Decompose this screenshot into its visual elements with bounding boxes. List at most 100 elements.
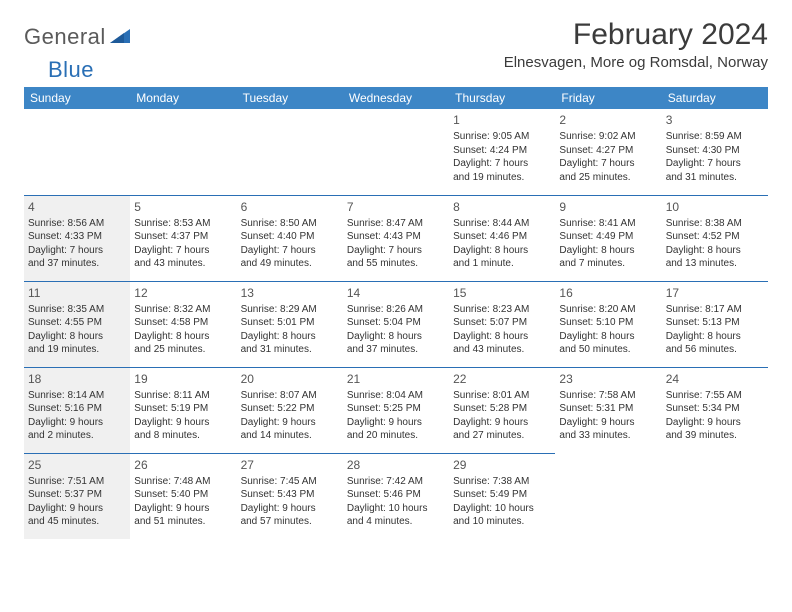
day-sunset: Sunset: 4:43 PM (347, 230, 445, 244)
calendar-day-cell: 29Sunrise: 7:38 AMSunset: 5:49 PMDayligh… (449, 453, 555, 539)
calendar-day-cell: 5Sunrise: 8:53 AMSunset: 4:37 PMDaylight… (130, 195, 236, 281)
day-number: 24 (666, 371, 764, 387)
day-daylight2: and 49 minutes. (241, 257, 339, 271)
day-number: 21 (347, 371, 445, 387)
day-sunset: Sunset: 4:46 PM (453, 230, 551, 244)
day-daylight1: Daylight: 9 hours (453, 416, 551, 430)
day-daylight1: Daylight: 9 hours (134, 416, 232, 430)
day-number: 17 (666, 285, 764, 301)
day-number: 4 (28, 199, 126, 215)
day-daylight2: and 51 minutes. (134, 515, 232, 529)
day-daylight2: and 25 minutes. (559, 171, 657, 185)
day-sunrise: Sunrise: 7:45 AM (241, 475, 339, 489)
day-sunset: Sunset: 4:30 PM (666, 144, 764, 158)
day-daylight2: and 37 minutes. (347, 343, 445, 357)
day-daylight2: and 43 minutes. (453, 343, 551, 357)
day-daylight2: and 14 minutes. (241, 429, 339, 443)
day-daylight2: and 25 minutes. (134, 343, 232, 357)
day-number: 18 (28, 371, 126, 387)
calendar-week-row: 18Sunrise: 8:14 AMSunset: 5:16 PMDayligh… (24, 367, 768, 453)
day-daylight1: Daylight: 10 hours (453, 502, 551, 516)
day-daylight1: Daylight: 9 hours (347, 416, 445, 430)
calendar-day-cell: 22Sunrise: 8:01 AMSunset: 5:28 PMDayligh… (449, 367, 555, 453)
day-sunset: Sunset: 4:24 PM (453, 144, 551, 158)
day-sunrise: Sunrise: 9:05 AM (453, 130, 551, 144)
day-sunrise: Sunrise: 8:59 AM (666, 130, 764, 144)
day-daylight1: Daylight: 7 hours (666, 157, 764, 171)
calendar-day-cell: 21Sunrise: 8:04 AMSunset: 5:25 PMDayligh… (343, 367, 449, 453)
day-daylight2: and 19 minutes. (28, 343, 126, 357)
day-number: 9 (559, 199, 657, 215)
calendar-day-cell: 15Sunrise: 8:23 AMSunset: 5:07 PMDayligh… (449, 281, 555, 367)
day-sunset: Sunset: 4:58 PM (134, 316, 232, 330)
day-sunrise: Sunrise: 8:56 AM (28, 217, 126, 231)
day-sunset: Sunset: 5:43 PM (241, 488, 339, 502)
calendar-day-cell (662, 453, 768, 539)
day-sunset: Sunset: 4:27 PM (559, 144, 657, 158)
day-number: 5 (134, 199, 232, 215)
calendar-day-cell: 13Sunrise: 8:29 AMSunset: 5:01 PMDayligh… (237, 281, 343, 367)
calendar-day-cell: 11Sunrise: 8:35 AMSunset: 4:55 PMDayligh… (24, 281, 130, 367)
day-sunrise: Sunrise: 8:53 AM (134, 217, 232, 231)
day-number: 14 (347, 285, 445, 301)
calendar-day-cell: 18Sunrise: 8:14 AMSunset: 5:16 PMDayligh… (24, 367, 130, 453)
logo-text-blue: Blue (48, 57, 94, 83)
calendar-day-cell: 9Sunrise: 8:41 AMSunset: 4:49 PMDaylight… (555, 195, 661, 281)
calendar-day-cell: 26Sunrise: 7:48 AMSunset: 5:40 PMDayligh… (130, 453, 236, 539)
day-daylight2: and 4 minutes. (347, 515, 445, 529)
day-sunrise: Sunrise: 7:48 AM (134, 475, 232, 489)
day-sunset: Sunset: 5:01 PM (241, 316, 339, 330)
weekday-header: Tuesday (237, 87, 343, 109)
day-number: 22 (453, 371, 551, 387)
day-sunset: Sunset: 5:22 PM (241, 402, 339, 416)
day-daylight2: and 55 minutes. (347, 257, 445, 271)
calendar-day-cell: 19Sunrise: 8:11 AMSunset: 5:19 PMDayligh… (130, 367, 236, 453)
calendar-body: 1Sunrise: 9:05 AMSunset: 4:24 PMDaylight… (24, 109, 768, 539)
day-daylight2: and 8 minutes. (134, 429, 232, 443)
day-daylight2: and 31 minutes. (241, 343, 339, 357)
day-sunset: Sunset: 5:34 PM (666, 402, 764, 416)
day-daylight2: and 39 minutes. (666, 429, 764, 443)
day-daylight2: and 27 minutes. (453, 429, 551, 443)
day-daylight1: Daylight: 8 hours (559, 244, 657, 258)
day-sunrise: Sunrise: 7:51 AM (28, 475, 126, 489)
calendar-day-cell: 4Sunrise: 8:56 AMSunset: 4:33 PMDaylight… (24, 195, 130, 281)
day-sunset: Sunset: 5:25 PM (347, 402, 445, 416)
day-number: 20 (241, 371, 339, 387)
calendar-week-row: 25Sunrise: 7:51 AMSunset: 5:37 PMDayligh… (24, 453, 768, 539)
day-sunrise: Sunrise: 8:01 AM (453, 389, 551, 403)
day-sunrise: Sunrise: 8:23 AM (453, 303, 551, 317)
day-number: 19 (134, 371, 232, 387)
day-daylight2: and 56 minutes. (666, 343, 764, 357)
calendar-day-cell: 2Sunrise: 9:02 AMSunset: 4:27 PMDaylight… (555, 109, 661, 195)
day-sunset: Sunset: 4:55 PM (28, 316, 126, 330)
calendar-day-cell: 23Sunrise: 7:58 AMSunset: 5:31 PMDayligh… (555, 367, 661, 453)
day-number: 25 (28, 457, 126, 473)
title-block: February 2024 Elnesvagen, More og Romsda… (504, 18, 768, 71)
calendar-day-cell: 14Sunrise: 8:26 AMSunset: 5:04 PMDayligh… (343, 281, 449, 367)
day-daylight1: Daylight: 8 hours (241, 330, 339, 344)
weekday-header: Thursday (449, 87, 555, 109)
weekday-header: Monday (130, 87, 236, 109)
day-sunset: Sunset: 4:33 PM (28, 230, 126, 244)
weekday-header: Wednesday (343, 87, 449, 109)
day-sunrise: Sunrise: 8:41 AM (559, 217, 657, 231)
day-sunrise: Sunrise: 8:38 AM (666, 217, 764, 231)
day-daylight2: and 1 minute. (453, 257, 551, 271)
day-daylight1: Daylight: 9 hours (241, 416, 339, 430)
day-daylight1: Daylight: 8 hours (666, 330, 764, 344)
day-sunset: Sunset: 5:49 PM (453, 488, 551, 502)
day-sunrise: Sunrise: 8:47 AM (347, 217, 445, 231)
calendar-day-cell (130, 109, 236, 195)
day-number: 16 (559, 285, 657, 301)
day-daylight1: Daylight: 9 hours (134, 502, 232, 516)
location-subtitle: Elnesvagen, More og Romsdal, Norway (504, 54, 768, 71)
day-number: 2 (559, 112, 657, 128)
day-number: 6 (241, 199, 339, 215)
calendar-day-cell (555, 453, 661, 539)
day-number: 27 (241, 457, 339, 473)
day-daylight1: Daylight: 9 hours (28, 502, 126, 516)
day-daylight2: and 45 minutes. (28, 515, 126, 529)
weekday-header: Friday (555, 87, 661, 109)
day-number: 26 (134, 457, 232, 473)
